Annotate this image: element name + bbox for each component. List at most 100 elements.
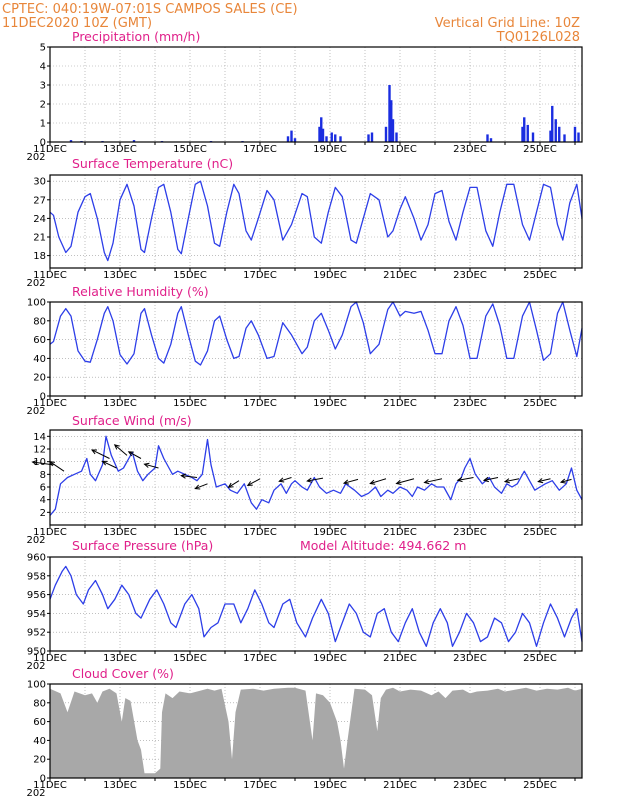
x-tick-label: 19DEC (313, 144, 347, 155)
x-tick-label: 11DEC (33, 398, 67, 409)
precip-bar (293, 138, 297, 142)
x-tick-label: 25DEC (523, 398, 557, 409)
wind-arrow (560, 478, 572, 483)
y-tick-label: 24 (33, 214, 46, 225)
precip-bar (395, 132, 398, 142)
y-tick-label: 27 (33, 195, 46, 206)
y-tick-label: 5 (40, 43, 46, 54)
x-tick-label: 13DEC (103, 144, 137, 155)
humidity-line (49, 301, 583, 366)
wind-line (49, 435, 583, 516)
y-tick-label: 956 (27, 590, 46, 601)
x-tick-label: 25DEC (523, 270, 557, 281)
header-product-code: TQ0126L028 (496, 30, 580, 45)
y-tick-label: 2 (40, 508, 46, 519)
y-tick-label: 20 (33, 373, 46, 384)
panel-frame (49, 556, 583, 652)
x-tick-label: 23DEC (453, 144, 487, 155)
y-tick-label: 0 (40, 138, 46, 149)
y-tick-label: 14 (33, 432, 46, 443)
wind-arrow-head (180, 473, 187, 479)
precip-bar (577, 132, 580, 142)
x-tick-label: 17DEC (243, 144, 277, 155)
wind-arrow-head (90, 449, 98, 455)
y-tick-label: 952 (27, 628, 46, 639)
cloud-title: Cloud Cover (%) (72, 666, 174, 681)
pressure-line (49, 565, 583, 647)
y-tick-label: 20 (33, 755, 46, 766)
x-tick-label: 21DEC (383, 653, 417, 664)
precip-bar (486, 134, 489, 142)
precip-bar (526, 124, 529, 142)
y-tick-label: 12 (33, 445, 46, 456)
x-tick-label: 15DEC (173, 398, 207, 409)
x-year-label: 202 (26, 661, 45, 672)
x-tick-label: 19DEC (313, 270, 347, 281)
wind-arrow (396, 478, 415, 484)
precip-bar (558, 126, 561, 142)
precipitation-panel: 0 1 2 3 4 5 11DEC 13DEC 15DEC 17DEC 19DEC 21DEC 23DE… (26, 43, 583, 163)
pressure-title: Surface Pressure (hPa) (72, 538, 213, 553)
precip-bar (132, 140, 136, 142)
panel-frame (49, 429, 583, 526)
precip-bar (286, 136, 290, 142)
x-tick-label: 25DEC (523, 780, 557, 791)
humidity-title: Relative Humidity (%) (72, 284, 209, 299)
x-tick-label: 17DEC (243, 653, 277, 664)
model-altitude-note: Model Altitude: 494.662 m (300, 538, 466, 553)
y-tick-label: 8 (40, 470, 46, 481)
precipitation-title: Precipitation (mm/h) (72, 29, 200, 44)
precip-bar (563, 134, 566, 142)
x-tick-label: 25DEC (523, 653, 557, 664)
x-tick-label: 11DEC (33, 653, 67, 664)
y-tick-label: 6 (40, 483, 46, 494)
precip-bar (523, 117, 526, 142)
y-tick-label: 0 (40, 392, 46, 403)
y-tick-label: 3 (40, 81, 46, 92)
x-tick-label: 21DEC (383, 527, 417, 538)
wind-arrow-head (194, 484, 201, 490)
precip-bar (531, 132, 535, 142)
wind-arrow-head (143, 462, 150, 468)
precip-bar (334, 134, 337, 142)
wind-arrow (247, 478, 261, 486)
precip-bar (320, 117, 323, 142)
x-tick-label: 11DEC (33, 144, 67, 155)
panel-frame (49, 301, 583, 397)
wind-arrow-head (395, 479, 402, 485)
y-tick-label: 100 (27, 298, 46, 309)
precip-bar (388, 85, 391, 142)
x-tick-label: 23DEC (453, 780, 487, 791)
wind-arrow (114, 444, 128, 456)
wind-arrow (424, 478, 443, 484)
y-tick-label: 80 (33, 316, 46, 327)
x-tick-label: 19DEC (313, 527, 347, 538)
x-tick-label: 21DEC (383, 780, 417, 791)
x-tick-label: 17DEC (243, 780, 277, 791)
x-year-label: 202 (26, 535, 45, 546)
wind-arrow-head (559, 478, 567, 484)
wind-arrow-head (278, 477, 285, 483)
precip-bar (290, 130, 293, 142)
y-tick-label: 40 (33, 736, 46, 747)
x-tick-label: 15DEC (173, 270, 207, 281)
wind-arrow (538, 478, 551, 483)
x-tick-label: 17DEC (243, 270, 277, 281)
precip-bar (390, 100, 393, 142)
precip-bar (573, 126, 577, 142)
y-tick-label: 2 (40, 100, 46, 111)
wind-arrow (181, 475, 198, 478)
x-tick-label: 17DEC (243, 398, 277, 409)
wind-arrow (91, 449, 110, 459)
x-tick-label: 23DEC (453, 398, 487, 409)
x-tick-label: 23DEC (453, 653, 487, 664)
temperature-panel: 18 21 24 27 30 11DEC 13DEC 15DEC 17DEC 19DEC 21DEC… (26, 174, 583, 289)
x-tick-label: 11DEC (33, 270, 67, 281)
wind-arrow (228, 480, 240, 488)
precip-bar (318, 126, 321, 142)
x-tick-label: 19DEC (313, 653, 347, 664)
y-tick-label: 100 (27, 680, 46, 691)
precip-bar (384, 126, 388, 142)
x-tick-label: 21DEC (383, 270, 417, 281)
